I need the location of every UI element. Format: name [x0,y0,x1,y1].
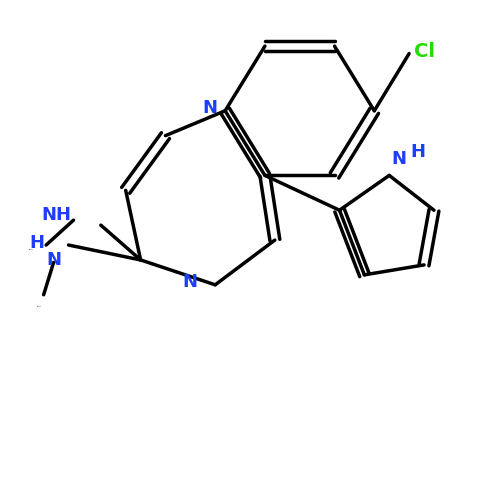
Text: N: N [46,251,61,269]
Text: Cl: Cl [414,42,435,60]
Text: N: N [183,274,198,291]
Text: N: N [392,150,406,168]
Text: methyl: methyl [37,306,42,307]
Text: H: H [410,144,425,162]
Text: NH: NH [41,206,71,224]
Text: N: N [202,100,218,117]
Text: methyl: methyl [28,248,34,250]
Text: H: H [30,234,44,252]
